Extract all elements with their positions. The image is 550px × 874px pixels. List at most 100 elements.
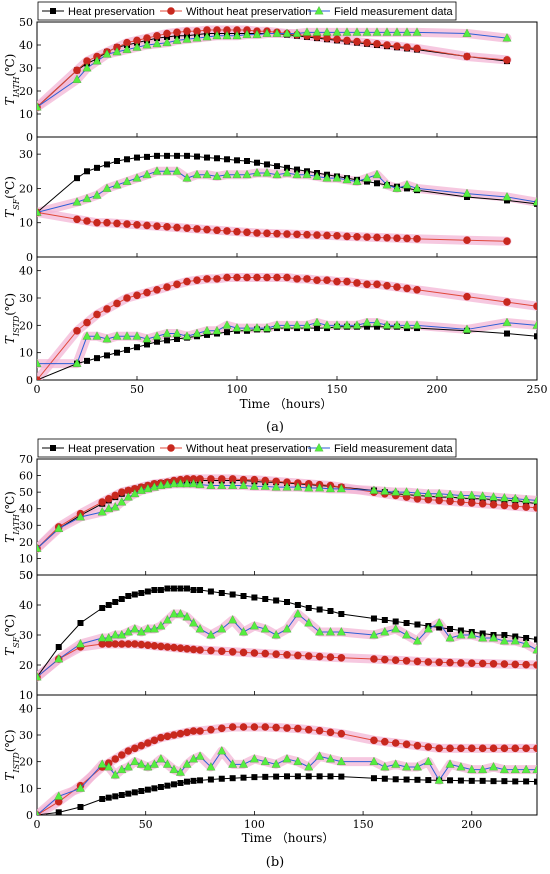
data-point-heat xyxy=(523,778,530,785)
panel-b-subplot-sf: 10 20 30 40 50 TSF(℃) xyxy=(3,569,538,702)
data-point-heat xyxy=(144,153,150,160)
y-tick-label: 50 xyxy=(19,486,33,499)
data-point-heat xyxy=(55,644,62,650)
data-point-heat xyxy=(99,796,106,802)
data-point-heat xyxy=(197,777,204,784)
data-point-heat xyxy=(94,164,100,171)
data-point-without xyxy=(500,501,509,510)
data-point-heat xyxy=(534,636,537,643)
data-point-without xyxy=(83,318,91,327)
data-point-without xyxy=(511,744,520,753)
data-point-without xyxy=(294,724,302,733)
y-tick-label: 0 xyxy=(26,809,33,822)
data-point-without xyxy=(137,640,146,649)
legend-a: Heat preservation Without heat preservat… xyxy=(37,1,457,21)
data-point-without xyxy=(533,744,537,753)
data-point-heat xyxy=(134,154,140,161)
data-point-without xyxy=(103,305,111,313)
data-point-without xyxy=(272,723,280,732)
data-point-without xyxy=(413,44,421,53)
data-point-heat xyxy=(374,180,380,187)
data-point-heat xyxy=(338,611,345,617)
y-axis-label-sub: ISTD xyxy=(12,752,21,774)
y-axis-label: TIATH(℃) xyxy=(3,491,21,543)
y-axis-label-sub: ISTD xyxy=(12,315,21,337)
data-point-heat xyxy=(370,615,377,622)
plot-frame xyxy=(36,21,538,138)
data-point-heat xyxy=(84,168,90,175)
data-point-without xyxy=(500,744,509,753)
y-tick-label: 10 xyxy=(19,347,33,360)
data-point-heat xyxy=(316,773,323,780)
y-axis-label-main: T xyxy=(3,209,17,218)
data-point-without xyxy=(363,38,371,47)
data-point-without xyxy=(489,744,498,753)
data-point-heat xyxy=(338,773,345,780)
data-point-without xyxy=(217,647,226,655)
data-point-without xyxy=(489,660,498,668)
data-point-without xyxy=(413,235,421,243)
data-point-without xyxy=(370,736,378,745)
y-tick-label: 40 xyxy=(19,599,33,612)
data-point-without xyxy=(391,656,400,664)
data-point-heat xyxy=(134,344,140,351)
data-point-without xyxy=(273,273,281,282)
y-axis-label-unit: (℃) xyxy=(3,176,17,199)
data-point-without xyxy=(163,732,172,741)
data-point-without xyxy=(189,645,198,654)
data-point-without xyxy=(196,646,204,654)
y-tick-label: 20 xyxy=(19,536,33,549)
legend-b-without-marker xyxy=(167,444,175,452)
data-point-without xyxy=(93,218,101,227)
data-point-heat xyxy=(501,778,508,785)
data-point-heat xyxy=(154,152,160,159)
legend-b-heat-label: Heat preservation xyxy=(68,443,155,455)
y-axis-label-unit: (℃) xyxy=(3,614,17,637)
data-point-without xyxy=(467,744,476,753)
data-point-heat xyxy=(164,152,170,159)
data-point-heat xyxy=(218,590,225,596)
data-point-without xyxy=(103,218,111,227)
data-point-heat xyxy=(214,155,220,162)
data-point-without xyxy=(123,294,131,302)
data-point-heat xyxy=(403,620,410,626)
data-point-heat xyxy=(197,587,204,593)
data-point-heat xyxy=(403,776,410,783)
data-point-heat xyxy=(273,773,280,780)
data-point-without xyxy=(304,725,313,734)
plot-area xyxy=(37,152,537,246)
x-tick-label: 0 xyxy=(34,818,41,831)
y-tick-label: 40 xyxy=(19,503,33,516)
data-point-without xyxy=(143,288,151,297)
data-point-heat xyxy=(184,778,190,785)
data-point-without xyxy=(373,40,381,48)
x-tick-label: 100 xyxy=(244,818,265,831)
data-point-without xyxy=(333,231,341,240)
data-point-heat xyxy=(151,785,158,792)
legend-b-field-label: Field measurement data xyxy=(334,443,453,455)
data-point-without xyxy=(223,227,231,235)
data-point-without xyxy=(283,273,291,282)
data-point-without xyxy=(111,491,120,500)
data-point-heat xyxy=(414,776,421,783)
panel-a-subplot-sf: 0 10 20 30 TSF(℃) xyxy=(3,136,538,264)
data-point-without xyxy=(189,727,198,735)
data-point-without xyxy=(463,292,471,301)
data-point-without xyxy=(233,273,241,282)
data-point-without xyxy=(522,503,530,511)
data-point-without xyxy=(239,723,248,731)
data-point-without xyxy=(293,230,301,239)
data-point-without xyxy=(157,733,165,742)
data-point-heat xyxy=(184,585,190,592)
data-point-without xyxy=(446,658,454,667)
data-point-without xyxy=(272,650,280,658)
data-point-without xyxy=(213,226,221,235)
data-point-without xyxy=(424,658,433,666)
data-point-heat xyxy=(414,621,421,628)
x-tick-label: 150 xyxy=(353,818,374,831)
series-halo xyxy=(37,166,537,217)
data-point-without xyxy=(183,27,191,35)
data-point-without xyxy=(123,220,131,228)
data-point-without xyxy=(315,726,324,735)
data-point-heat xyxy=(118,792,125,798)
